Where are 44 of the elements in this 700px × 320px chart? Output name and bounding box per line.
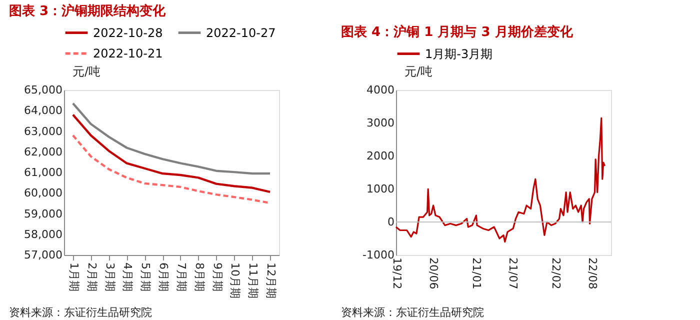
- x-tick-label: 9月期: [210, 262, 224, 292]
- y-tick-label: 3000: [366, 116, 394, 130]
- x-tick-label: 10月期: [228, 262, 242, 298]
- text: 资料来源：东证衍生品研究院: [9, 306, 152, 319]
- x-tick-label: 5月期: [139, 262, 152, 292]
- x-tick-label: 4月期: [121, 262, 134, 292]
- x-tick-label: 12月期: [264, 262, 278, 298]
- legend-label: 2022-10-21: [93, 46, 163, 60]
- x-tick-label: 2月期: [85, 262, 98, 292]
- chart-title: 图表 4：沪铜 1 月期与 3 月期价差变化: [341, 24, 574, 40]
- y-tick-label: 61,000: [24, 166, 62, 179]
- y-tick-label: 0: [388, 216, 394, 228]
- line-series: [395, 117, 606, 243]
- y-tick-label: 1000: [366, 182, 394, 196]
- y-axis-title: 元/吨: [404, 64, 433, 78]
- chart-title: 图表 3：沪铜期限结构变化: [9, 3, 167, 19]
- x-tick-label: 11月期: [246, 262, 260, 298]
- x-tick-label: 1月期: [67, 262, 80, 292]
- y-tick-label: 59,000: [24, 207, 62, 220]
- y-tick-label: 58,000: [24, 228, 62, 241]
- line-series: [72, 102, 272, 175]
- legend-label: 1月期-3月期: [425, 46, 493, 61]
- legend-label: 2022-10-28: [93, 26, 163, 40]
- y-tick-label: 2000: [366, 150, 394, 162]
- x-tick-label: 6月期: [157, 262, 170, 292]
- x-tick-label: 3月期: [103, 262, 116, 292]
- legend-label: 2022-10-27: [206, 26, 276, 40]
- line-series: [72, 114, 272, 193]
- y-tick-label: 57,000: [24, 248, 62, 262]
- x-tick-label: 21/07: [506, 258, 520, 290]
- x-tick-label: 8月期: [192, 262, 206, 292]
- x-tick-label: 7月期: [174, 262, 188, 292]
- x-tick-label: 20/06: [427, 258, 440, 290]
- y-tick-label: 60,000: [24, 186, 62, 200]
- y-axis-title: 元/吨: [72, 64, 101, 78]
- y-tick-label: 65,000: [24, 84, 62, 96]
- y-tick-label: 4000: [366, 84, 394, 96]
- y-tick-label: 63,000: [24, 124, 62, 138]
- y-tick-label: 62,000: [24, 145, 62, 158]
- x-tick-label: 22/08: [586, 258, 599, 290]
- text: 资料来源：东证衍生品研究院: [341, 306, 484, 319]
- x-tick-label: 22/02: [550, 258, 563, 290]
- x-tick-label: 21/01: [470, 258, 484, 290]
- y-tick-label: 64,000: [24, 104, 62, 118]
